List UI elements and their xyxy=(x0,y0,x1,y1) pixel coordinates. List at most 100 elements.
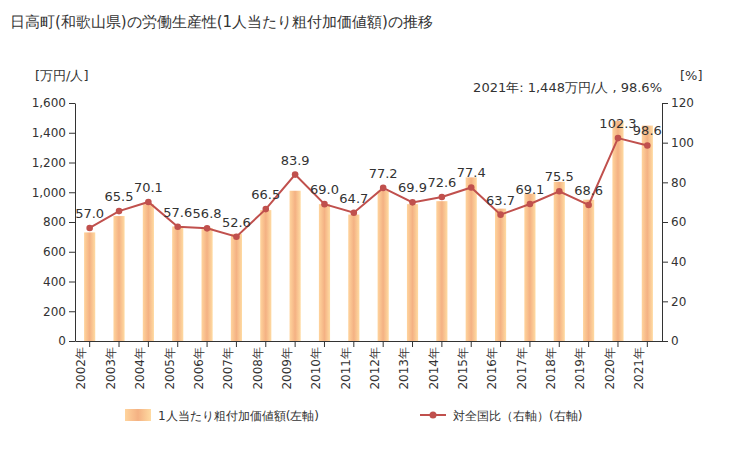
data-label: 52.6 xyxy=(222,215,251,230)
tick-mark xyxy=(295,341,296,347)
marker xyxy=(497,211,504,218)
tick-mark xyxy=(236,341,237,347)
data-label: 98.6 xyxy=(633,123,662,138)
bar xyxy=(143,204,154,341)
title: 日高町(和歌山県)の労働生産性(1人当たり粗付加価値額)の推移 xyxy=(10,13,433,31)
tick-label: 20 xyxy=(671,295,686,309)
data-label: 72.6 xyxy=(427,175,456,190)
tick: 20 xyxy=(662,295,686,309)
tick-mark xyxy=(69,341,75,342)
data-label: 69.0 xyxy=(310,182,339,197)
tick-label: 120 xyxy=(671,96,694,110)
data-label: 63.7 xyxy=(486,193,515,208)
tick-label: 60 xyxy=(671,215,686,229)
tick: 2017年 xyxy=(515,341,530,390)
bar xyxy=(113,216,124,341)
marker xyxy=(468,184,475,191)
tick: 2009年 xyxy=(280,341,295,390)
marker xyxy=(292,171,299,178)
tick: 2007年 xyxy=(221,341,236,390)
tick: 2012年 xyxy=(368,341,383,390)
tick-mark xyxy=(69,252,75,253)
marker xyxy=(262,206,269,213)
tick-label: 2020年 xyxy=(603,347,617,390)
tick: 1,400 xyxy=(32,126,75,140)
bar xyxy=(348,215,359,341)
tick: 2018年 xyxy=(544,341,559,390)
tick-label: 2017年 xyxy=(515,347,529,390)
marker xyxy=(204,225,211,232)
tick-mark xyxy=(412,341,413,347)
bar xyxy=(642,126,653,341)
y-label: [万円/人] xyxy=(35,68,89,83)
bar xyxy=(524,194,535,341)
marker xyxy=(145,199,152,206)
data-label: 83.9 xyxy=(281,153,310,168)
bar xyxy=(407,204,418,341)
tick: 1,000 xyxy=(32,186,75,200)
bar xyxy=(378,191,389,341)
marker xyxy=(527,201,534,208)
tick-label: 2008年 xyxy=(251,347,265,390)
tick: 2013年 xyxy=(397,341,412,390)
tick-label: 0 xyxy=(671,334,679,348)
tick: 80 xyxy=(662,176,686,190)
tick-label: 100 xyxy=(671,136,694,150)
tick-label: 2016年 xyxy=(485,347,499,390)
marks xyxy=(84,121,653,341)
tick-mark xyxy=(662,262,668,263)
tick-label: 2021年 xyxy=(632,347,646,390)
tick-label: 600 xyxy=(43,245,66,259)
tick-mark xyxy=(69,103,75,104)
tick-mark xyxy=(69,192,75,193)
tick-label: 40 xyxy=(671,255,686,269)
bar xyxy=(260,210,271,341)
marker xyxy=(380,185,387,192)
tick: 40 xyxy=(662,255,686,269)
bar xyxy=(495,209,506,341)
data-label: 77.4 xyxy=(457,165,486,180)
tick-mark xyxy=(69,311,75,312)
tick-label: 400 xyxy=(43,275,66,289)
tick-mark xyxy=(662,103,668,104)
marker xyxy=(585,202,592,209)
tick: 2019年 xyxy=(573,341,588,390)
tick: 2008年 xyxy=(251,341,266,390)
tick-mark xyxy=(662,301,668,302)
tick-mark xyxy=(353,341,354,347)
tick-mark xyxy=(588,341,589,347)
tick-label: 800 xyxy=(43,215,66,229)
data-label: 56.8 xyxy=(193,206,222,221)
tick: 2002年 xyxy=(74,341,89,390)
tick-label: 200 xyxy=(43,305,66,319)
tick-label: 2011年 xyxy=(339,347,353,390)
chart: 日高町(和歌山県)の労働生産性(1人当たり粗付加価値額)の推移[万円/人][%]… xyxy=(0,0,729,450)
tick-label: 2005年 xyxy=(163,347,177,390)
tick-label: 2010年 xyxy=(309,347,323,390)
tick: 120 xyxy=(662,96,694,110)
tick-mark xyxy=(662,341,668,342)
tick-mark xyxy=(383,341,384,347)
annotation: 2021年: 1,448万円/人 , 98.6% xyxy=(473,80,662,95)
data-label: 69.1 xyxy=(515,182,544,197)
data-label: 69.9 xyxy=(398,180,427,195)
tick: 2004年 xyxy=(133,341,148,390)
tick-mark xyxy=(324,341,325,347)
tick-mark xyxy=(559,341,560,347)
tick-label: 2012年 xyxy=(368,347,382,390)
tick-label: 2006年 xyxy=(192,347,206,390)
data-label: 57.6 xyxy=(163,205,192,220)
tick: 200 xyxy=(43,305,75,319)
marker xyxy=(233,233,240,240)
marker xyxy=(409,199,416,206)
tick-label: 2013年 xyxy=(397,347,411,390)
tick-label: 80 xyxy=(671,176,686,190)
legend: 1人当たり粗付加価値額(左軸)対全国比（右軸）(右軸) xyxy=(125,409,582,423)
tick-mark xyxy=(119,341,120,347)
marker xyxy=(556,188,563,195)
plot: 57.065.570.157.656.852.666.583.969.064.7… xyxy=(32,96,694,389)
bar xyxy=(612,121,623,341)
legend-swatch xyxy=(125,409,151,421)
data-label: 66.5 xyxy=(251,187,280,202)
axis-line xyxy=(76,341,663,342)
